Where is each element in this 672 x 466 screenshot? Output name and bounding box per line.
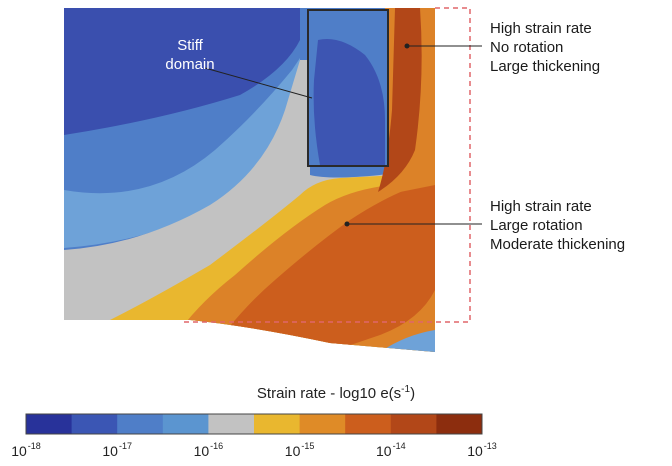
zone-deep-blue [64,8,300,135]
tick-base: 10 [193,443,210,459]
zone-light-blue-strip [64,58,300,248]
tick-exponent: -17 [118,441,132,451]
colorbar-title: Strain rate - log10 e(s-1) [0,384,672,402]
stiff-leader-line [204,67,313,99]
colorbar-tick-label: 10-17 [102,441,132,459]
annotation-1-line-3: Large thickening [490,58,601,75]
tick-exponent: -15 [301,441,315,451]
colorbar-title-suffix: ) [410,385,416,402]
colorbar-segment [71,414,118,434]
tick-base: 10 [102,443,118,459]
tick-exponent: -18 [27,441,41,451]
colorbar-tick-label: 10-15 [284,441,315,459]
colorbar-title-prefix: Strain rate - log10 e(s [256,385,402,402]
tick-exponent: -16 [210,441,224,451]
zone-bottom-lightblue [380,330,435,352]
colorbar-tick-label: 10-14 [376,441,406,459]
strain-rate-map [64,8,435,352]
colorbar-segment [390,414,437,434]
colorbar-segment [162,414,209,434]
tick-base: 10 [11,443,27,459]
tick-exponent: -13 [483,441,497,451]
colorbar-segment [299,414,346,434]
annotation-2-dot [344,221,350,227]
annotation-large-rotation: High strain rate Large rotation Moderate… [490,197,625,254]
colorbar [26,414,483,434]
dashed-outline [180,7,471,323]
colorbar-segment [254,414,301,434]
zone-box-inner-blue [313,39,385,165]
annotation-1-dot [404,43,410,49]
stiff-label-line-2: domain [165,56,215,73]
stiff-domain-label: Stiff domain [150,36,230,74]
annotation-2-line-2: Large rotation [490,217,583,234]
annotation-no-rotation: High strain rate No rotation Large thick… [490,19,600,76]
colorbar-tick-label: 10-18 [11,441,41,459]
annotation-2-line-1: High strain rate [490,198,592,215]
colorbar-frame [25,413,483,435]
annotation-2-line-3: Moderate thickening [490,236,626,253]
annotation-1-line-1: High strain rate [490,20,592,37]
colorbar-tick-label: 10-13 [467,441,497,459]
colorbar-segment [26,414,73,434]
annotation-1-line-2: No rotation [490,39,564,56]
colorbar-segment [208,414,255,434]
colorbar-segment [345,414,392,434]
colorbar-tick-label: 10-16 [193,441,224,459]
stiff-label-line-1: Stiff [177,37,203,54]
tick-base: 10 [284,443,301,459]
tick-base: 10 [467,443,483,459]
colorbar-segment [436,414,483,434]
colorbar-title-exponent: -1 [401,384,411,395]
zone-red-orange [210,180,435,352]
tick-base: 10 [376,443,392,459]
colorbar-segment [117,414,164,434]
stiff-domain-box [307,9,389,167]
tick-exponent: -14 [392,441,406,451]
